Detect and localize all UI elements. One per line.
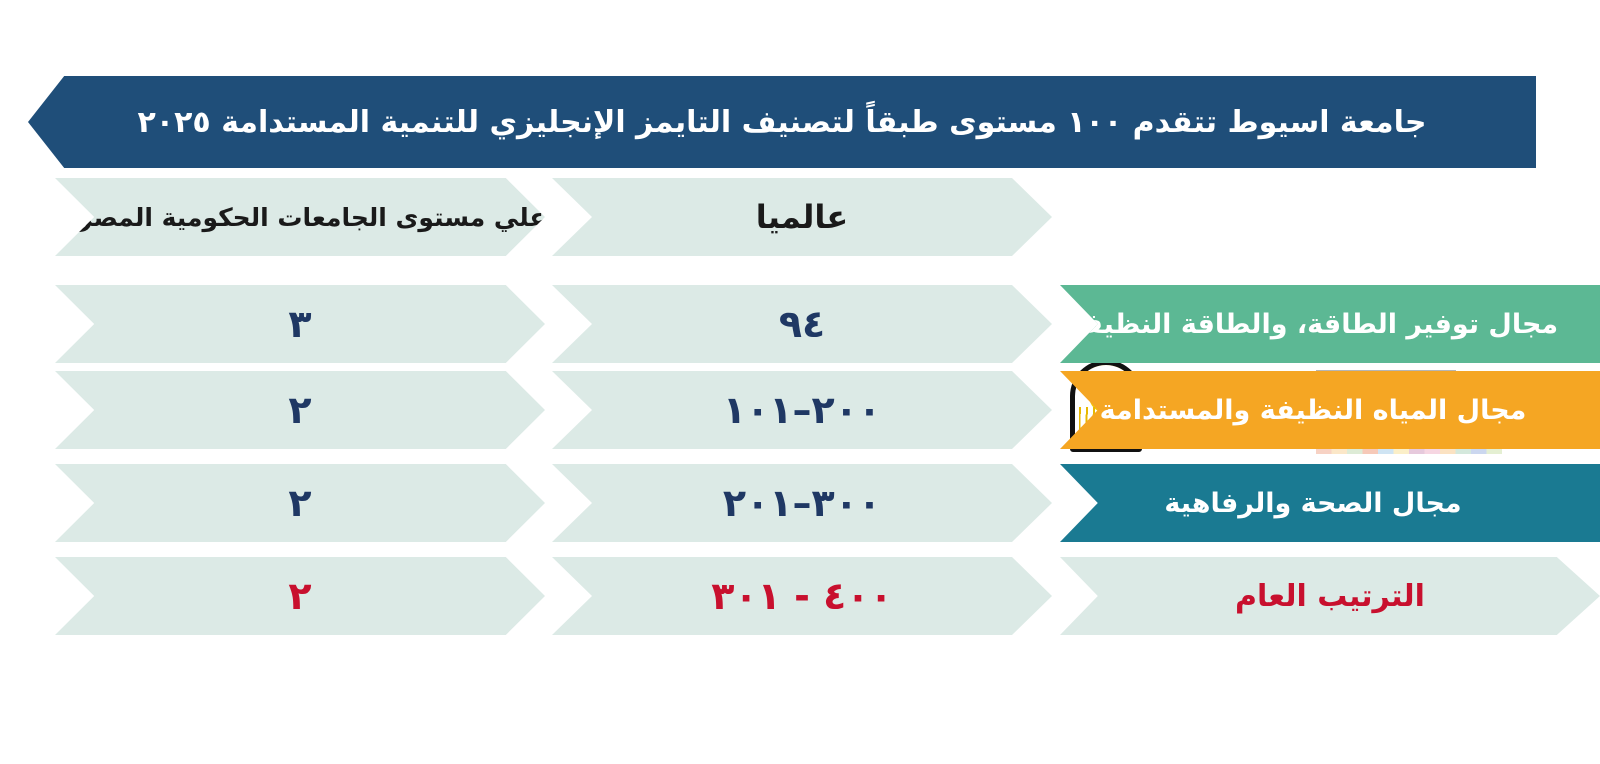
- egypt-rank-value: ٢: [288, 574, 312, 618]
- cell-category-health: مجال الصحة والرفاهية: [1060, 464, 1600, 542]
- global-rank-value: ٢٠٠–١٠١: [722, 388, 882, 432]
- global-rank-value: ٤٠٠ - ٣٠١: [711, 574, 893, 618]
- cell-category-water: مجال المياه النظيفة والمستدامة: [1060, 371, 1600, 449]
- global-rank-value: ٣٠٠–٢٠١: [722, 481, 882, 525]
- cell-global-rank: ٣٠٠–٢٠١: [552, 464, 1052, 542]
- cell-category-energy: مجال توفير الطاقة، والطاقة النظيفة: [1060, 285, 1600, 363]
- page-title: جامعة اسيوط تتقدم ١٠٠ مستوى طبقاً لتصنيف…: [137, 104, 1427, 140]
- cell-global-rank: ٩٤: [552, 285, 1052, 363]
- column-header-egypt: علي مستوى الجامعات الحكومية المصرية: [55, 178, 545, 256]
- table-row: ٣ ٩٤ مجال توفير الطاقة، والطاقة النظيفة: [0, 285, 1600, 363]
- table-header-row: علي مستوى الجامعات الحكومية المصرية عالم…: [0, 178, 1600, 454]
- cell-egypt-rank: ٢: [55, 464, 545, 542]
- cell-egypt-rank: ٢: [55, 557, 545, 635]
- egypt-rank-value: ٢: [288, 481, 312, 525]
- global-rank-value: ٩٤: [778, 302, 826, 346]
- cell-global-rank: ٤٠٠ - ٣٠١: [552, 557, 1052, 635]
- table-row: ٢ ٣٠٠–٢٠١ مجال الصحة والرفاهية: [0, 464, 1600, 542]
- cell-global-rank: ٢٠٠–١٠١: [552, 371, 1052, 449]
- category-label: مجال المياه النظيفة والمستدامة: [1099, 394, 1527, 426]
- egypt-rank-value: ٢: [288, 388, 312, 432]
- cell-egypt-rank: ٢: [55, 371, 545, 449]
- column-header-egypt-label: علي مستوى الجامعات الحكومية المصرية: [53, 202, 547, 232]
- table-row: ٢ ٤٠٠ - ٣٠١ الترتيب العام: [0, 557, 1600, 635]
- category-label: الترتيب العام: [1235, 578, 1425, 614]
- header-banner: جامعة اسيوط تتقدم ١٠٠ مستوى طبقاً لتصنيف…: [28, 76, 1536, 168]
- category-label: مجال الصحة والرفاهية: [1164, 487, 1462, 519]
- category-label: مجال توفير الطاقة، والطاقة النظيفة: [1067, 308, 1559, 340]
- column-header-global-label: عالميا: [755, 198, 849, 236]
- cell-category-overall: الترتيب العام: [1060, 557, 1600, 635]
- cell-egypt-rank: ٣: [55, 285, 545, 363]
- egypt-rank-value: ٣: [288, 302, 312, 346]
- column-header-global: عالميا: [552, 178, 1052, 256]
- table-row: ٢ ٢٠٠–١٠١ مجال المياه النظيفة والمستدامة: [0, 371, 1600, 449]
